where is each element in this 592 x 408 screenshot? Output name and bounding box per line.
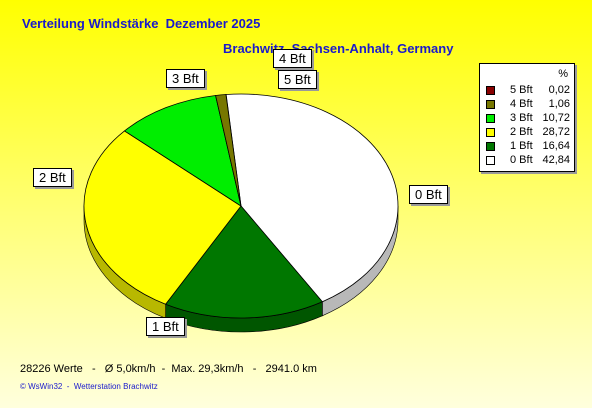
footer-credit: © WsWin32 - Wetterstation Brachwitz bbox=[20, 382, 158, 391]
legend-value-5-bft: 0,02 bbox=[548, 84, 570, 96]
legend-row-1-bft: 1 Bft 16,64 bbox=[486, 140, 570, 153]
legend-value-4-bft: 1,06 bbox=[548, 98, 570, 110]
legend-label-2-bft: 2 Bft bbox=[510, 126, 533, 138]
legend-label-1-bft: 1 Bft bbox=[510, 140, 533, 152]
slice-3-bft bbox=[123, 95, 242, 207]
slice-label-5-bft: 5 Bft bbox=[278, 70, 317, 89]
legend-row-5-bft: 5 Bft 0,02 bbox=[486, 84, 570, 97]
slice-label-0-bft: 0 Bft bbox=[409, 185, 448, 204]
legend-row-2-bft: 2 Bft 28,72 bbox=[486, 126, 570, 139]
slice-4-bft bbox=[215, 94, 242, 207]
legend-value-1-bft: 16,64 bbox=[542, 140, 570, 152]
legend-label-0-bft: 0 Bft bbox=[510, 154, 533, 166]
slice-label-3-bft: 3 Bft bbox=[166, 69, 205, 88]
chart-title: Verteilung Windstärke Dezember 2025 bbox=[22, 16, 261, 31]
legend-swatch-2-bft bbox=[486, 128, 495, 137]
legend-label-4-bft: 4 Bft bbox=[510, 98, 533, 110]
slice-0-bft bbox=[225, 93, 399, 303]
legend-swatch-3-bft bbox=[486, 114, 495, 123]
pie-slices bbox=[83, 93, 399, 319]
legend-row-0-bft: 0 Bft 42,84 bbox=[486, 154, 570, 167]
pie-sides bbox=[83, 205, 399, 333]
legend-value-3-bft: 10,72 bbox=[542, 112, 570, 124]
footer-stats: 28226 Werte - Ø 5,0km/h - Max. 29,3km/h … bbox=[20, 363, 317, 375]
chart-subtitle: Brachwitz, Sachsen-Anhalt, Germany bbox=[223, 41, 454, 56]
legend-value-0-bft: 42,84 bbox=[542, 154, 570, 166]
legend-swatch-1-bft bbox=[486, 142, 495, 151]
legend-swatch-0-bft bbox=[486, 156, 495, 165]
legend-row-4-bft: 4 Bft 1,06 bbox=[486, 98, 570, 111]
slice-1-bft bbox=[164, 205, 323, 319]
legend-value-2-bft: 28,72 bbox=[542, 126, 570, 138]
slice-label-2-bft: 2 Bft bbox=[33, 168, 72, 187]
legend-swatch-5-bft bbox=[486, 86, 495, 95]
legend: % 5 Bft 0,02 4 Bft 1,06 3 Bft 10,72 2 Bf… bbox=[479, 63, 575, 172]
slice-2-bft bbox=[83, 130, 242, 305]
legend-swatch-4-bft bbox=[486, 100, 495, 109]
legend-row-3-bft: 3 Bft 10,72 bbox=[486, 112, 570, 125]
slice-label-1-bft: 1 Bft bbox=[146, 317, 185, 336]
legend-label-5-bft: 5 Bft bbox=[510, 84, 533, 96]
legend-label-3-bft: 3 Bft bbox=[510, 112, 533, 124]
slice-label-4-bft: 4 Bft bbox=[273, 49, 312, 68]
legend-header: % bbox=[558, 68, 568, 80]
